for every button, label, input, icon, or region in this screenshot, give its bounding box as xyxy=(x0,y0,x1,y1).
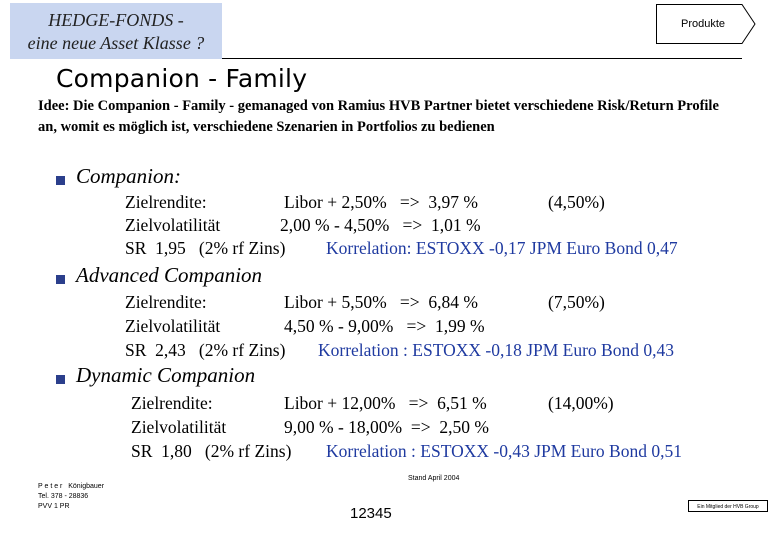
section-3-zielrendite-value: Libor + 12,00% => 6,51 % xyxy=(284,393,487,413)
footer-department: PVV 1 PR xyxy=(38,503,70,510)
presentation-title-box: HEDGE-FONDS - eine neue Asset Klasse ? xyxy=(10,3,222,59)
section-1-zielrendite-value: Libor + 2,50% => 3,97 % xyxy=(284,192,478,212)
section-title-dynamic-companion: Dynamic Companion xyxy=(76,363,256,387)
bullet-square-icon xyxy=(56,275,65,284)
produkte-label: Produkte xyxy=(680,18,726,30)
section-1-zielrendite-extra: (4,50%) xyxy=(548,192,605,212)
page-heading: Companion - Family xyxy=(56,64,308,93)
section-title-advanced-companion: Advanced Companion xyxy=(76,263,263,287)
section-title-companion: Companion: xyxy=(76,164,181,188)
page-number: 12345 xyxy=(350,505,392,522)
section-1-sharpe-ratio: SR 1,95 (2% rf Zins) xyxy=(125,238,286,258)
section-3-zielvolatilitaet-label: Zielvolatilität xyxy=(131,417,227,437)
section-2-zielrendite-value: Libor + 5,50% => 6,84 % xyxy=(284,292,478,312)
footer-date: Stand April 2004 xyxy=(408,475,460,482)
footer-phone: Tel. 378 - 28836 xyxy=(38,493,89,500)
section-1-zielvolatilitaet-value: 2,00 % - 4,50% => 1,01 % xyxy=(280,215,481,235)
footer-author: P e t e r Königbauer xyxy=(38,483,105,490)
section-3-zielvolatilitaet-value: 9,00 % - 18,00% => 2,50 % xyxy=(284,417,489,437)
bullet-square-icon xyxy=(56,176,65,185)
intro-paragraph: Idee: Die Companion - Family - gemanaged… xyxy=(38,98,719,135)
tab-arrow-shape xyxy=(656,4,756,44)
bullet-square-icon xyxy=(56,375,65,384)
section-3-korrelation: Korrelation : ESTOXX -0,43 JPM Euro Bond… xyxy=(326,441,682,461)
section-1-zielrendite-label: Zielrendite: xyxy=(125,192,207,212)
header-divider xyxy=(222,58,742,59)
section-2-zielrendite-extra: (7,50%) xyxy=(548,292,605,312)
section-2-sharpe-ratio: SR 2,43 (2% rf Zins) xyxy=(125,340,286,360)
section-2-zielvolatilitaet-value: 4,50 % - 9,00% => 1,99 % xyxy=(284,316,485,336)
hvb-member-note: Ein Mitglied der HVB Group xyxy=(688,500,768,512)
section-1-korrelation: Korrelation: ESTOXX -0,17 JPM Euro Bond … xyxy=(326,238,678,258)
section-2-korrelation: Korrelation : ESTOXX -0,18 JPM Euro Bond… xyxy=(318,340,674,360)
title-line-2: eine neue Asset Klasse ? xyxy=(27,33,205,53)
title-line-1: HEDGE-FONDS - xyxy=(48,10,184,30)
footer-contact: P e t e r Königbauer Tel. 378 - 28836 PV… xyxy=(38,482,104,512)
section-3-zielrendite-label: Zielrendite: xyxy=(131,393,213,413)
section-3-sharpe-ratio: SR 1,80 (2% rf Zins) xyxy=(131,441,292,461)
section-2-zielvolatilitaet-label: Zielvolatilität xyxy=(125,316,221,336)
section-2-zielrendite-label: Zielrendite: xyxy=(125,292,207,312)
produkte-nav-tab[interactable]: Produkte xyxy=(656,4,756,44)
section-1-zielvolatilitaet-label: Zielvolatilität xyxy=(125,215,221,235)
section-3-zielrendite-extra: (14,00%) xyxy=(548,393,614,413)
